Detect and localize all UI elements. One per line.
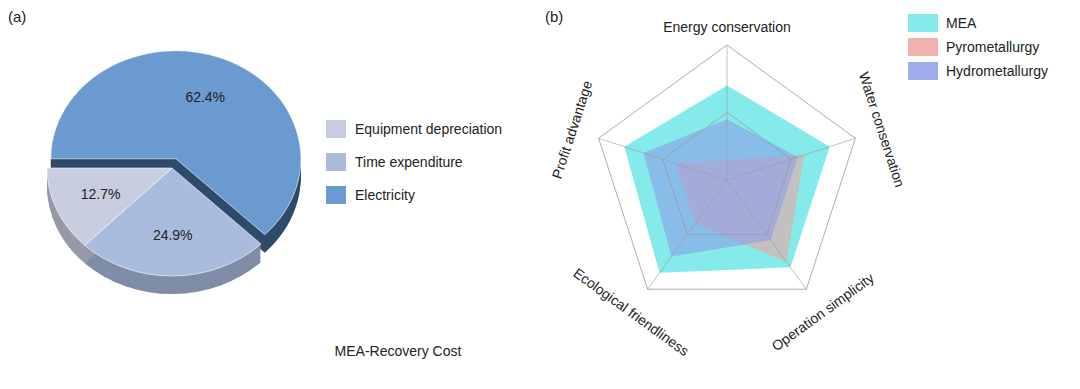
axis-label: Energy conservation — [663, 19, 791, 35]
legend-swatch — [326, 153, 346, 171]
legend-label: MEA — [946, 15, 977, 31]
legend-swatch — [908, 38, 938, 56]
grid-ring — [599, 45, 856, 289]
legend-swatch — [326, 186, 346, 204]
legend-label: Time expenditure — [355, 154, 463, 170]
axis-label: Profit advantage — [549, 78, 596, 180]
legend-swatch — [908, 14, 938, 32]
spoke — [727, 180, 806, 289]
spoke — [727, 45, 728, 180]
spoke — [648, 180, 727, 289]
chart-title: MEA-Recovery Cost — [335, 343, 462, 359]
radar-area — [644, 119, 798, 256]
axis-label: Operation simplicity — [769, 269, 877, 354]
panel-label: (b) — [545, 8, 563, 25]
legend-swatch — [326, 120, 346, 138]
legend-label: Hydrometallurgy — [946, 63, 1048, 79]
panel-label: (a) — [8, 8, 26, 25]
data-label: 24.9% — [153, 227, 193, 243]
legend-label: Pyrometallurgy — [946, 39, 1039, 55]
spoke — [727, 138, 855, 180]
spoke — [599, 138, 727, 180]
axis-label: Water conservation — [856, 70, 908, 189]
data-label: 12.7% — [81, 186, 121, 202]
legend-label: Equipment depreciation — [355, 121, 502, 137]
legend-swatch — [908, 62, 938, 80]
legend-label: Electricity — [355, 187, 415, 203]
axis-label: Ecological friendliness — [570, 265, 691, 359]
figure: (a) 62.4% 24.9% 12.7% Equipment depreciation… — [0, 0, 1080, 389]
data-label: 62.4% — [185, 89, 225, 105]
